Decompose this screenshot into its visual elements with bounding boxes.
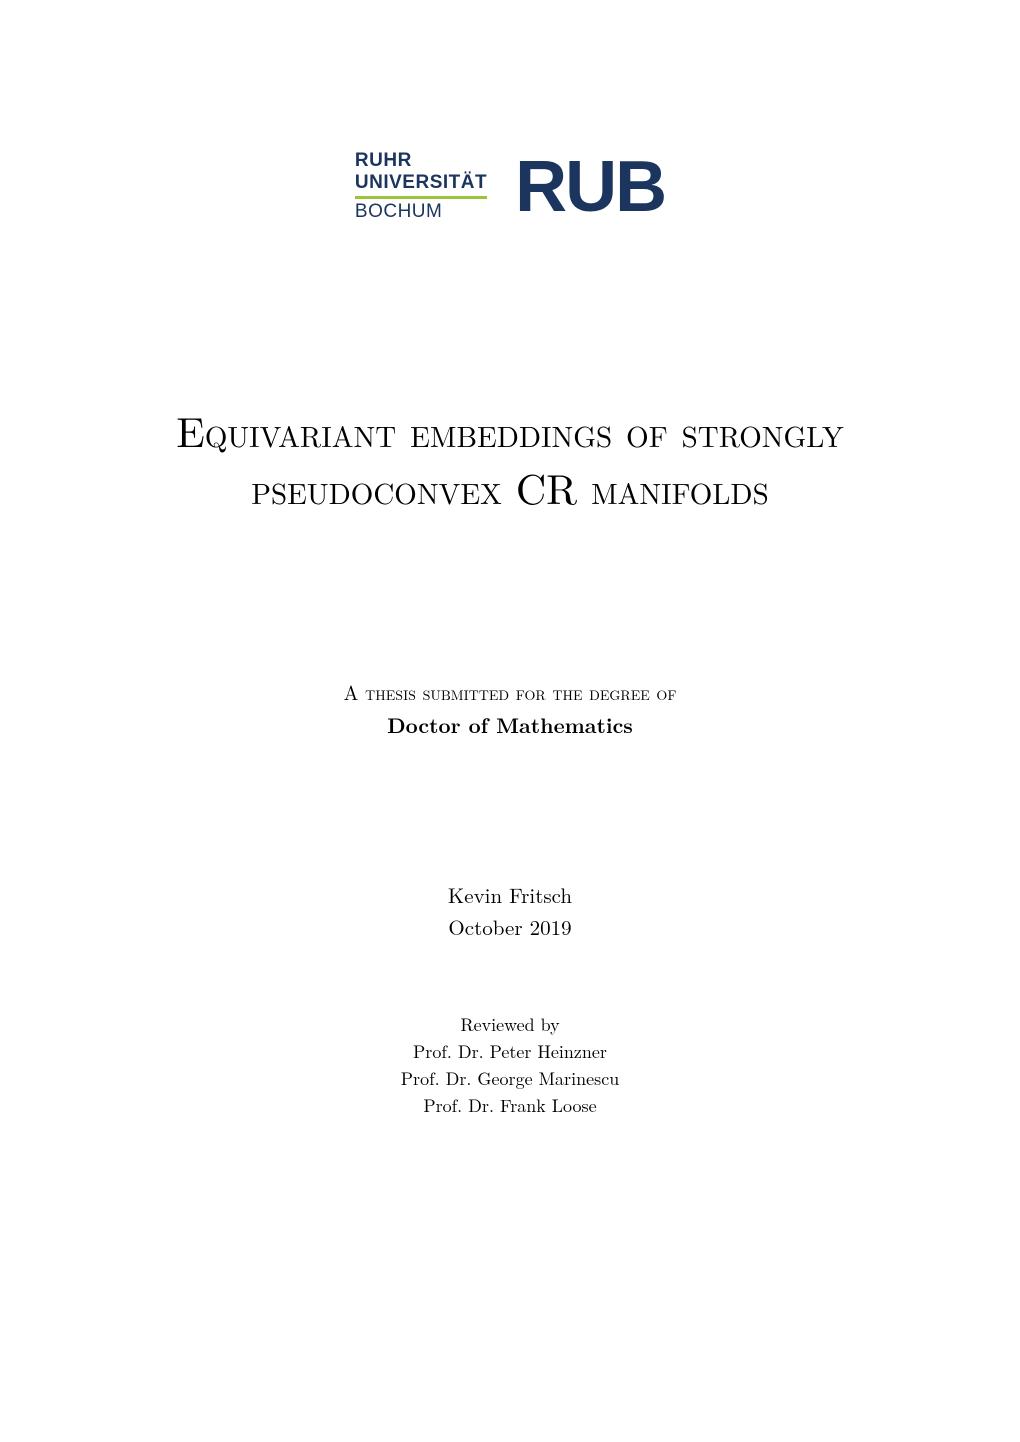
university-name-line1: RUHR bbox=[355, 150, 412, 172]
author-name: Kevin Fritsch bbox=[120, 880, 900, 910]
reviewer-1: Prof. Dr. Peter Heinzner bbox=[120, 1039, 900, 1064]
degree-name: Doctor of Mathematics bbox=[120, 710, 900, 740]
title-page: RUHR UNIVERSITÄT BOCHUM RUB Equivariant … bbox=[0, 0, 1020, 1442]
reviewer-3: Prof. Dr. Frank Loose bbox=[120, 1093, 900, 1118]
university-name-block: RUHR UNIVERSITÄT BOCHUM bbox=[355, 150, 487, 223]
university-name-line3: BOCHUM bbox=[355, 201, 442, 223]
university-logo: RUHR UNIVERSITÄT BOCHUM RUB bbox=[120, 150, 900, 223]
degree-intro: A thesis submitted for the degree of bbox=[120, 677, 900, 706]
reviewer-2: Prof. Dr. George Marinescu bbox=[120, 1066, 900, 1091]
submission-date: October 2019 bbox=[120, 912, 900, 942]
reviewed-by-label: Reviewed by bbox=[120, 1012, 900, 1037]
thesis-title: Equivariant embeddings of strongly pseud… bbox=[140, 403, 880, 516]
rub-logo-icon: RUB bbox=[515, 151, 665, 223]
university-name-line2: UNIVERSITÄT bbox=[355, 172, 487, 198]
